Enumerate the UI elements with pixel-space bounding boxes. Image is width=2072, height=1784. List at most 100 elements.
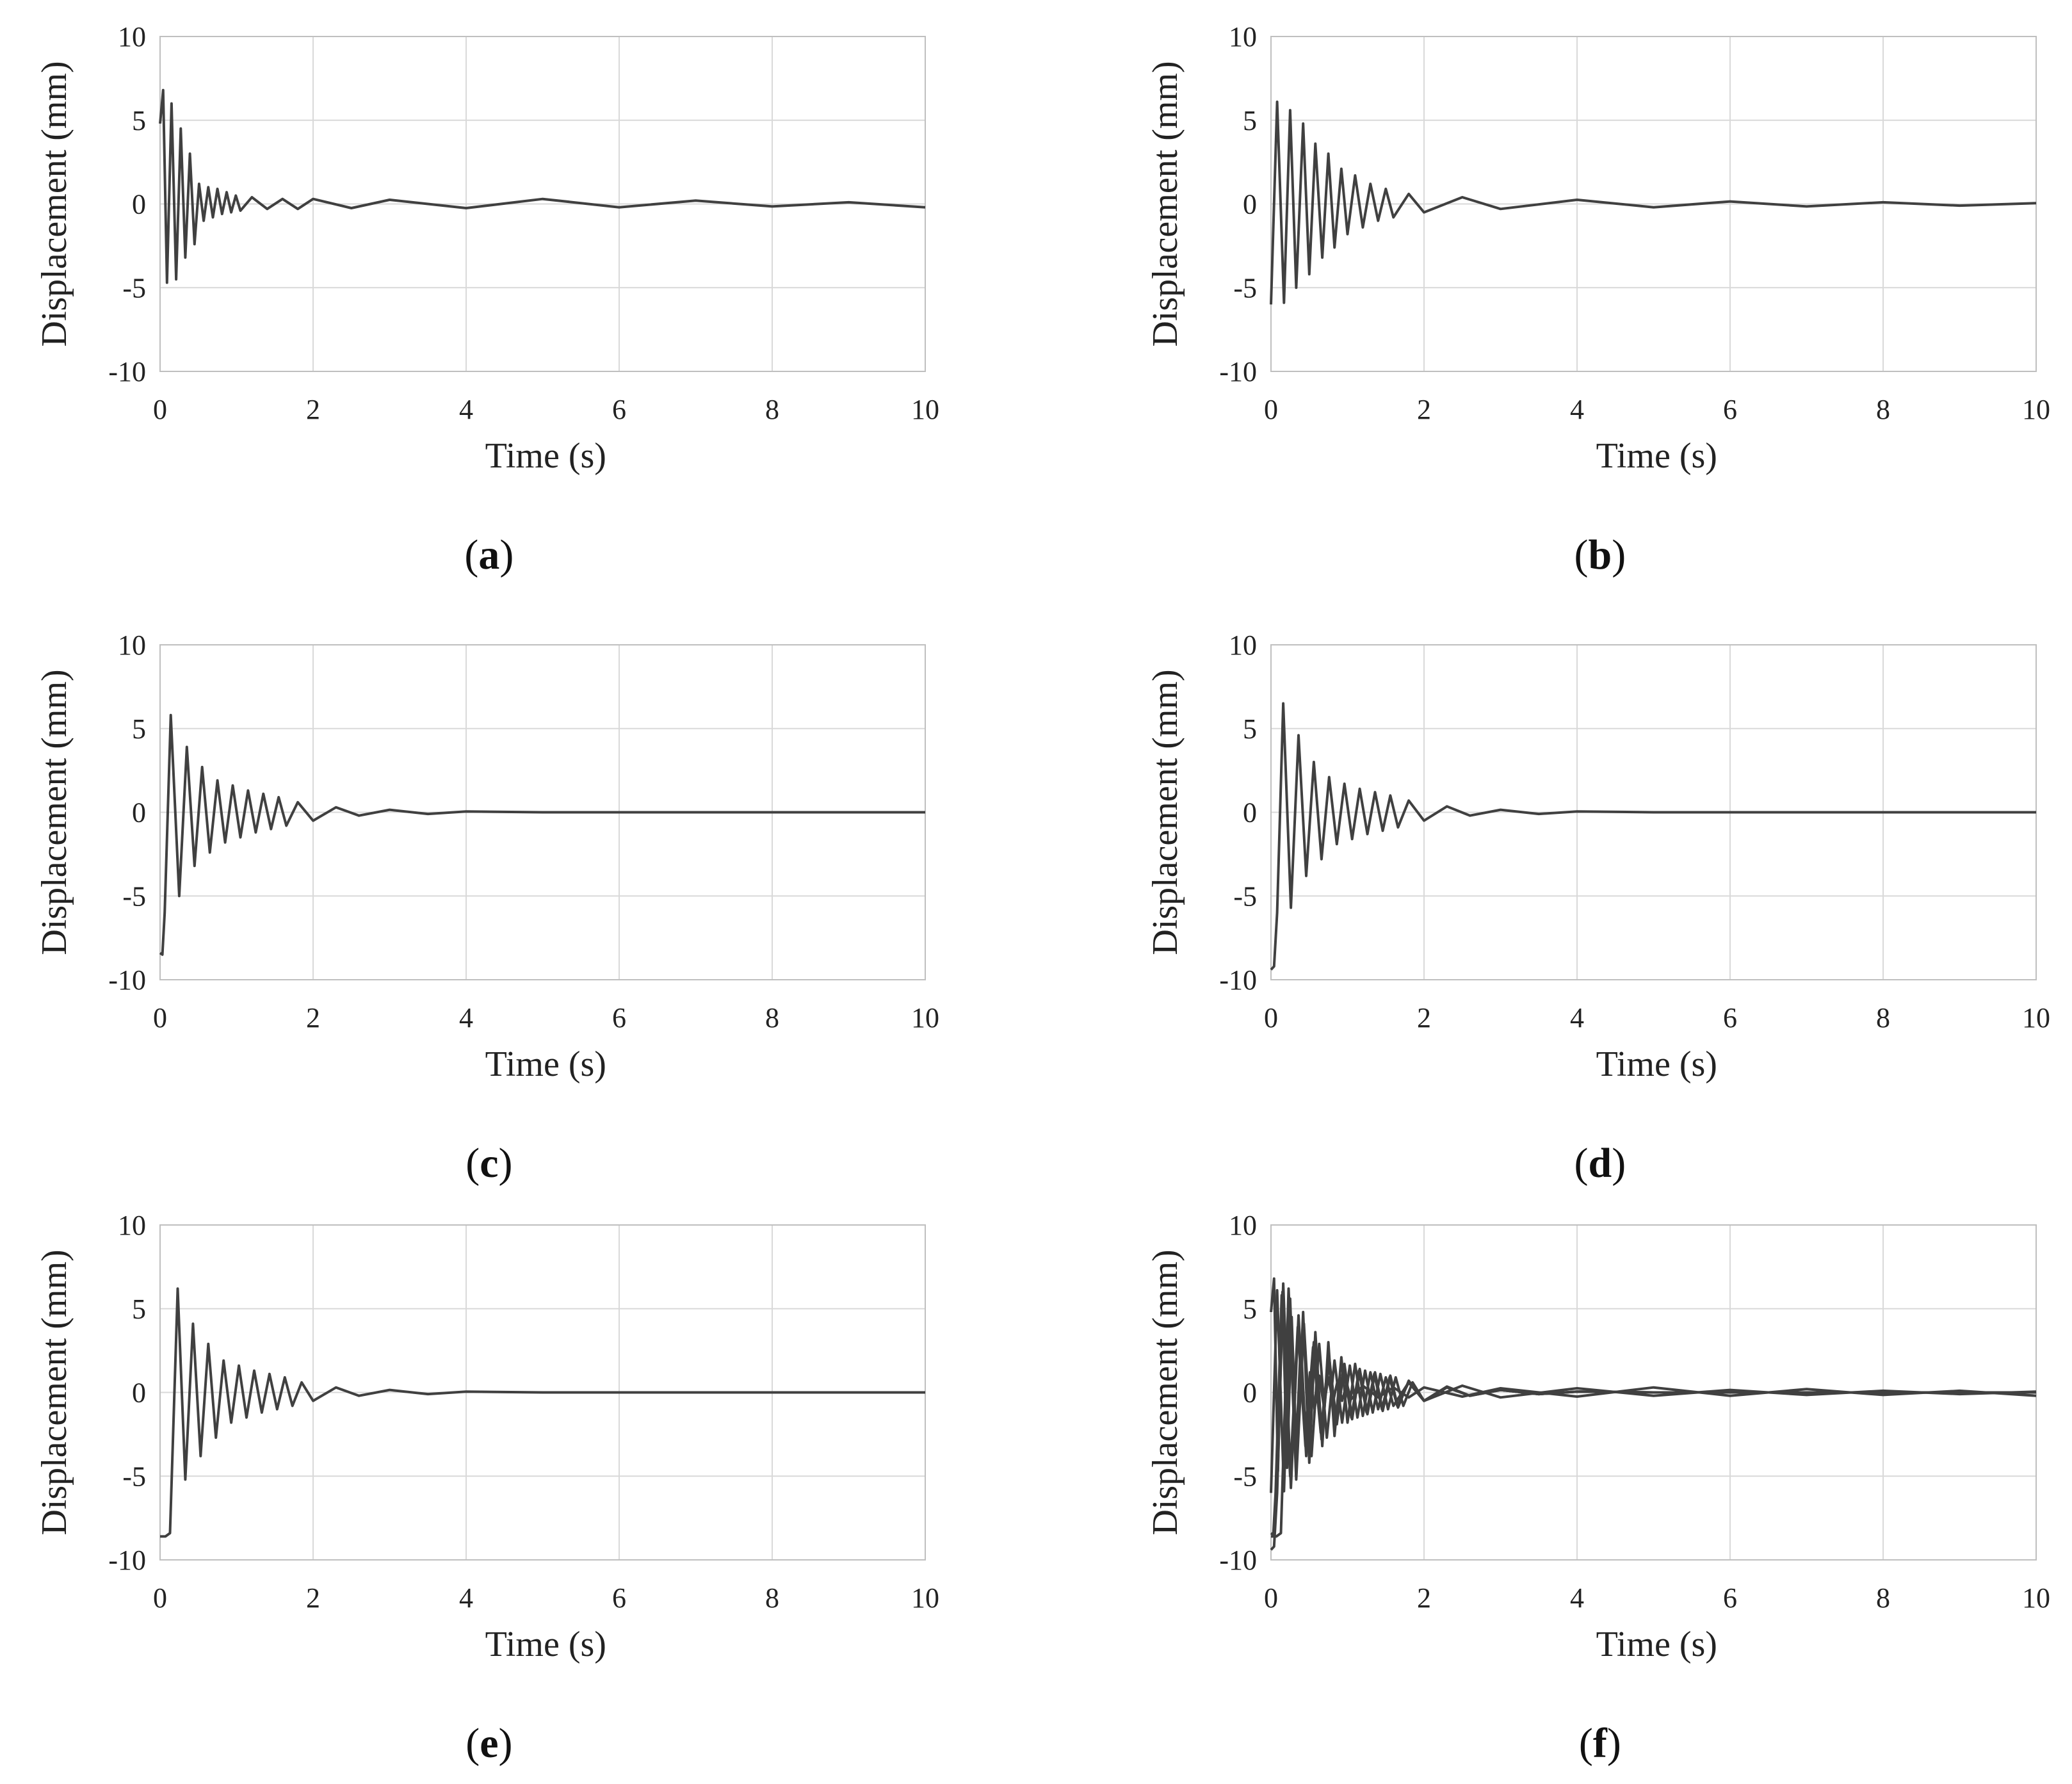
x-tick-label: 6 — [1723, 1582, 1737, 1614]
data-series-line — [160, 1287, 925, 1538]
panel-label: (f) — [1579, 1720, 1621, 1767]
y-tick-label: 5 — [132, 105, 146, 136]
y-tick-label: 10 — [1229, 1210, 1257, 1241]
x-tick-label: 8 — [765, 1002, 779, 1034]
x-tick-label: 10 — [2022, 1002, 2050, 1034]
data-series-line — [1270, 1282, 2036, 1551]
chart-panel-a: 0 2 4 6 8 10 10 5 0 -5 -10 Time (s) Displacement (mm… — [35, 21, 939, 578]
y-tick-label: -5 — [1233, 880, 1257, 912]
chart-panel-f: 0 2 4 6 8 10 10 5 0 -5 -10 Time (s) Displacement (mm… — [1145, 1210, 2050, 1767]
y-tick-label: 0 — [1243, 797, 1257, 829]
x-tick-label: 2 — [306, 394, 320, 425]
x-tick-label: 10 — [911, 394, 939, 425]
y-axis-title: Displacement (mm) — [1145, 1249, 1185, 1535]
y-tick-label: 5 — [1243, 1293, 1257, 1325]
x-tick-label: 2 — [306, 1002, 320, 1034]
x-axis-title: Time (s) — [485, 1625, 606, 1664]
y-tick-label: 10 — [118, 629, 146, 661]
x-tick-label: 8 — [765, 1582, 779, 1614]
y-axis-title: Displacement (mm) — [35, 1249, 74, 1535]
y-tick-label: -10 — [108, 356, 146, 387]
x-tick-label: 8 — [1876, 1582, 1890, 1614]
y-tick-label: 0 — [132, 797, 146, 829]
y-tick-label: -5 — [122, 272, 146, 304]
x-tick-label: 4 — [1570, 1582, 1584, 1614]
x-tick-label: 0 — [1264, 1582, 1278, 1614]
y-tick-label: 0 — [132, 189, 146, 220]
y-tick-label: -5 — [1233, 1461, 1257, 1492]
y-tick-label: 0 — [1243, 189, 1257, 220]
plot-frame — [159, 36, 926, 372]
data-series-line — [1271, 1287, 2036, 1538]
y-tick-label: 10 — [118, 21, 146, 53]
y-tick-label: -10 — [1219, 356, 1257, 387]
data-series-line — [1270, 1293, 2036, 1536]
x-tick-label: 4 — [459, 1002, 473, 1034]
panel-label: (b) — [1574, 531, 1626, 578]
x-tick-label: 6 — [1723, 394, 1737, 425]
x-tick-label: 4 — [459, 1582, 473, 1614]
y-tick-label: -10 — [108, 1545, 146, 1576]
x-tick-label: 2 — [1417, 1002, 1431, 1034]
chart-panel-e: 0 2 4 6 8 10 10 5 0 -5 -10 Time (s) Displacement (mm… — [35, 1210, 939, 1767]
y-tick-label: -5 — [122, 880, 146, 912]
y-tick-label: 5 — [132, 713, 146, 745]
x-tick-label: 6 — [612, 394, 626, 425]
chart-panel-d: 0 2 4 6 8 10 10 5 0 -5 -10 Time (s) Displacement (mm… — [1145, 629, 2050, 1187]
data-series-line — [1270, 702, 2036, 971]
panel-label: (d) — [1574, 1140, 1626, 1187]
y-tick-label: 5 — [1243, 105, 1257, 136]
x-tick-label: 10 — [2022, 1582, 2050, 1614]
data-series-line — [159, 88, 926, 284]
y-tick-label: 10 — [1229, 21, 1257, 53]
chart-panel-c: 0 2 4 6 8 10 10 5 0 -5 -10 Time (s) Displacement (mm… — [35, 629, 939, 1187]
x-tick-label: 0 — [1264, 394, 1278, 425]
x-tick-label: 8 — [765, 394, 779, 425]
y-axis-title: Displacement (mm) — [35, 669, 74, 955]
y-tick-label: -10 — [108, 964, 146, 996]
x-axis-title: Time (s) — [1596, 436, 1717, 476]
x-tick-label: 6 — [1723, 1002, 1737, 1034]
panel-label: (a) — [464, 531, 514, 578]
y-axis-title: Displacement (mm) — [1145, 669, 1185, 955]
x-tick-label: 4 — [1570, 1002, 1584, 1034]
data-series-line — [1270, 1277, 2037, 1473]
x-tick-label: 8 — [1876, 394, 1890, 425]
x-tick-label: 2 — [1417, 1582, 1431, 1614]
x-tick-label: 0 — [153, 1002, 167, 1034]
x-tick-label: 6 — [612, 1582, 626, 1614]
x-axis-title: Time (s) — [485, 436, 606, 476]
x-tick-label: 0 — [153, 1582, 167, 1614]
data-series-line — [159, 713, 925, 956]
x-tick-label: 0 — [1264, 1002, 1278, 1034]
y-axis-title: Displacement (mm) — [35, 61, 74, 346]
y-tick-label: -5 — [1233, 272, 1257, 304]
x-tick-label: 10 — [2022, 394, 2050, 425]
x-tick-label: 4 — [459, 394, 473, 425]
y-tick-label: 0 — [1243, 1377, 1257, 1409]
y-tick-label: 5 — [132, 1293, 146, 1325]
x-tick-label: 10 — [911, 1002, 939, 1034]
x-tick-label: 6 — [612, 1002, 626, 1034]
panel-label: (c) — [465, 1140, 512, 1187]
y-tick-label: -10 — [1219, 1545, 1257, 1576]
x-axis-title: Time (s) — [485, 1044, 606, 1084]
x-tick-label: 2 — [306, 1582, 320, 1614]
panel-label: (e) — [465, 1720, 512, 1767]
chart-panel-b: 0 2 4 6 8 10 10 5 0 -5 -10 Time (s) Displacement (mm… — [1145, 21, 2050, 578]
x-tick-label: 2 — [1417, 394, 1431, 425]
x-tick-label: 4 — [1570, 394, 1584, 425]
x-tick-label: 0 — [153, 394, 167, 425]
x-tick-label: 8 — [1876, 1002, 1890, 1034]
x-tick-label: 10 — [911, 1582, 939, 1614]
x-axis-title: Time (s) — [1596, 1625, 1717, 1664]
y-tick-label: 0 — [132, 1377, 146, 1409]
y-tick-label: -10 — [1219, 964, 1257, 996]
x-axis-title: Time (s) — [1596, 1044, 1717, 1084]
y-tick-label: 10 — [118, 1210, 146, 1241]
y-axis-title: Displacement (mm) — [1145, 61, 1185, 346]
y-tick-label: 5 — [1243, 713, 1257, 745]
y-tick-label: -5 — [122, 1461, 146, 1492]
y-tick-label: 10 — [1229, 629, 1257, 661]
